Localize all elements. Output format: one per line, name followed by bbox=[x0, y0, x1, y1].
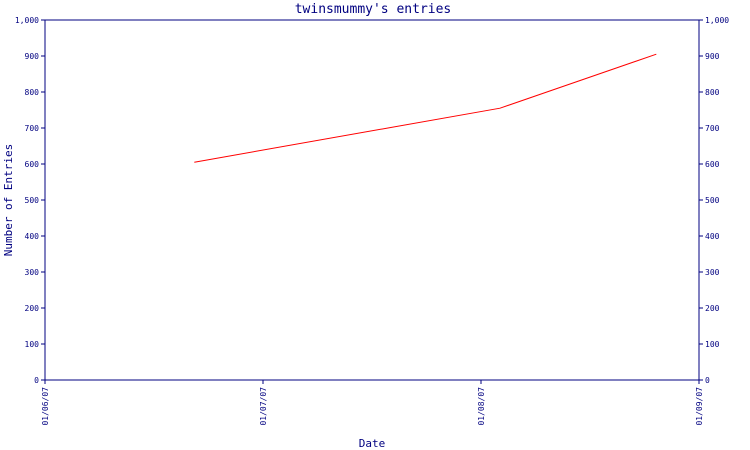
y-tick-label-left: 700 bbox=[25, 124, 40, 133]
y-tick-label-right: 700 bbox=[705, 124, 720, 133]
x-tick-label: 01/09/07 bbox=[695, 387, 704, 426]
y-tick-label-left: 300 bbox=[25, 268, 40, 277]
y-tick-label-left: 800 bbox=[25, 88, 40, 97]
plot-frame bbox=[44, 19, 700, 381]
y-tick-label-right: 1,000 bbox=[705, 16, 729, 25]
y-axis-left: 0 100 200 300 400 500 600 700 800 900 1,000 bbox=[15, 16, 45, 385]
y-axis-right: 0 100 200 300 400 500 600 700 800 900 1,000 bbox=[699, 16, 729, 385]
x-tick-label: 01/07/07 bbox=[259, 387, 268, 426]
y-tick-label-left: 400 bbox=[25, 232, 40, 241]
y-tick-label-right: 400 bbox=[705, 232, 720, 241]
x-axis-label: Date bbox=[359, 437, 386, 450]
y-tick-label-right: 900 bbox=[705, 52, 720, 61]
y-tick-label-right: 0 bbox=[705, 376, 710, 385]
y-tick-label-right: 600 bbox=[705, 160, 720, 169]
y-tick-label-left: 100 bbox=[25, 340, 40, 349]
y-tick-label-right: 300 bbox=[705, 268, 720, 277]
y-tick-label-left: 500 bbox=[25, 196, 40, 205]
y-tick-label-left: 0 bbox=[34, 376, 39, 385]
y-tick-label-left: 600 bbox=[25, 160, 40, 169]
y-tick-label-left: 200 bbox=[25, 304, 40, 313]
y-tick-label-left: 900 bbox=[25, 52, 40, 61]
y-tick-label-right: 500 bbox=[705, 196, 720, 205]
series-line bbox=[194, 53, 657, 163]
y-tick-label-right: 800 bbox=[705, 88, 720, 97]
y-axis-label: Number of Entries bbox=[2, 144, 15, 257]
x-tick-label: 01/08/07 bbox=[477, 387, 486, 426]
x-tick-label: 01/06/07 bbox=[41, 387, 50, 426]
y-tick-label-right: 100 bbox=[705, 340, 720, 349]
y-tick-label-right: 200 bbox=[705, 304, 720, 313]
series-group bbox=[194, 53, 657, 163]
x-axis: 01/06/07 01/07/07 01/08/07 01/09/07 bbox=[41, 380, 704, 426]
chart-title: twinsmummy's entries bbox=[295, 2, 452, 17]
y-tick-label-left: 1,000 bbox=[15, 16, 39, 25]
